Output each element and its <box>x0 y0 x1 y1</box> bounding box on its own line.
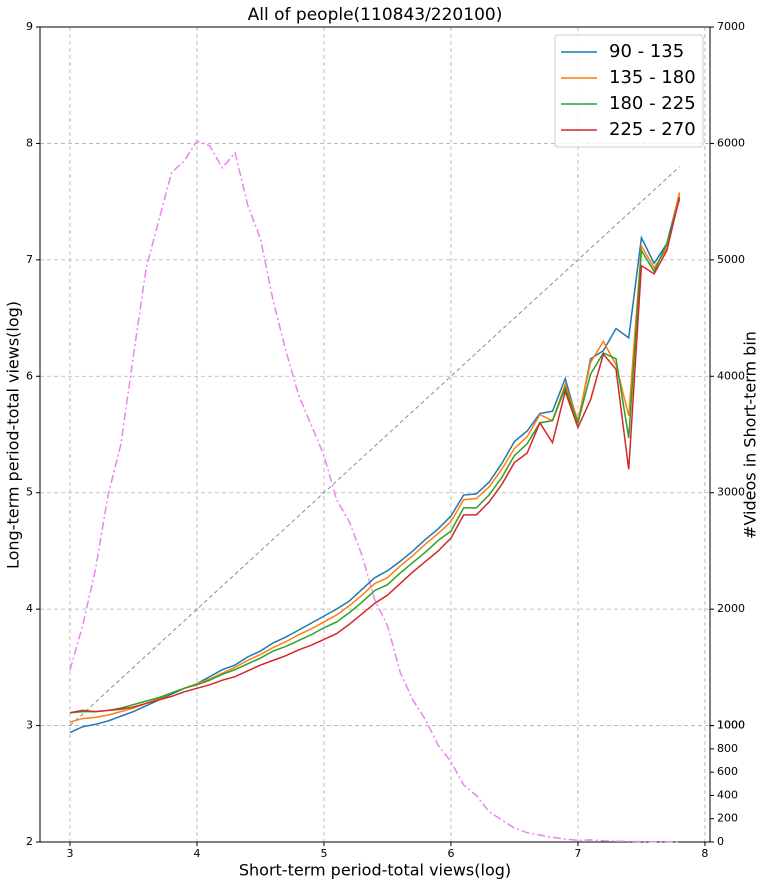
series-line <box>69 199 681 714</box>
series-line <box>69 196 681 714</box>
y2-tick-label: 0 <box>717 835 724 848</box>
y2-tick-label: 5000 <box>717 253 745 266</box>
y-tick-label: 3 <box>26 719 33 732</box>
x-tick-label: 8 <box>701 847 708 860</box>
y2-tick-label: 4000 <box>717 369 745 382</box>
legend-label: 225 - 270 <box>609 119 696 140</box>
video-count-line <box>69 140 680 843</box>
x-tick-label: 6 <box>447 847 454 860</box>
y-tick-label: 5 <box>26 486 33 499</box>
y2-tick-label: 600 <box>717 765 738 778</box>
y-tick-label: 6 <box>26 369 33 382</box>
series-line <box>69 193 681 734</box>
legend-label: 135 - 180 <box>609 67 696 88</box>
legend-box <box>554 34 704 148</box>
legend-label: 90 - 135 <box>609 41 684 62</box>
x-tick-label: 4 <box>193 847 200 860</box>
y2-tick-label: 200 <box>717 812 738 825</box>
plot-frame <box>39 26 711 843</box>
reference-line <box>69 166 680 726</box>
x-tick-label: 3 <box>66 847 73 860</box>
y-tick-label: 4 <box>26 602 33 615</box>
y-tick-label: 9 <box>26 20 33 33</box>
y-tick-label: 8 <box>26 136 33 149</box>
y-tick-label: 7 <box>26 253 33 266</box>
x-axis-label: Short-term period-total views(log) <box>239 861 511 880</box>
x-tick-label: 7 <box>574 847 581 860</box>
y2-tick-label: 400 <box>717 788 738 801</box>
y2-tick-label: 800 <box>717 742 738 755</box>
y2-axis-label: #Videos in Short-term bin <box>741 331 760 539</box>
y-axis-label: Long-term period-total views(log) <box>4 301 23 569</box>
y2-tick-label: 1000 <box>717 719 745 732</box>
x-tick-label: 5 <box>320 847 327 860</box>
y2-tick-label: 1000 <box>717 719 745 732</box>
y2-tick-label: 3000 <box>717 486 745 499</box>
y2-tick-label: 6000 <box>717 136 745 149</box>
series-line <box>69 192 681 723</box>
legend-label: 180 - 225 <box>609 93 696 114</box>
y2-tick-label: 7000 <box>717 20 745 33</box>
chart-title: All of people(110843/220100) <box>248 5 503 25</box>
y2-tick-label: 2000 <box>717 602 745 615</box>
y-tick-label: 2 <box>26 835 33 848</box>
